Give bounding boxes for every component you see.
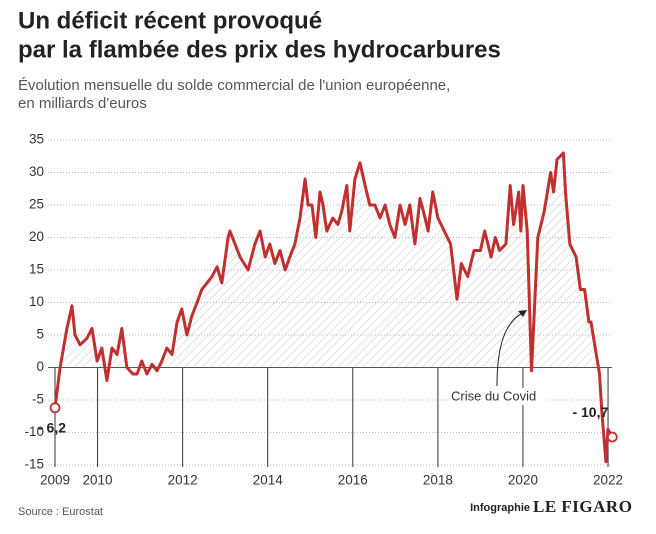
x-tick-label: 2020 [508,473,538,488]
x-tick-label: 2018 [423,473,453,488]
x-tick-label: 2022 [593,473,623,488]
line [53,151,614,464]
y-tick-label: -10 [24,424,44,439]
y-tick-label: -5 [32,392,44,407]
covid-arrowhead [518,310,527,317]
annotation: - 10,7 [572,404,608,420]
x-tick-label: 2010 [83,473,113,488]
y-tick-label: 5 [36,327,44,342]
subtitle: Évolution mensuelle du solde commercial … [18,77,450,94]
y-tick-label: -15 [24,457,44,472]
covid-arrow [496,311,525,387]
source: Source : Eurostat [18,506,103,518]
y-tick-label: 0 [36,359,44,374]
covid-label-bg [449,388,547,405]
x-tick-label: 2009 [40,473,70,488]
y-tick-label: 30 [29,164,44,179]
start-marker [49,402,61,414]
annotation: Crise du Covid [451,388,536,403]
y-tick-label: 10 [29,294,44,309]
x-tick-label: 2014 [253,473,284,488]
credit: Infographie [470,502,530,514]
y-tick-label: 15 [29,262,44,277]
chart-title: par la flambée des prix des hydrocarbure… [18,36,501,63]
brand: LE FIGARO [533,497,632,516]
x-tick-label: 2012 [168,473,198,488]
subtitle: en milliards d'euros [18,95,147,112]
area-hatch [55,153,613,368]
y-tick-label: 20 [29,229,44,244]
x-tick-label: 2016 [338,473,368,488]
chart-title: Un déficit récent provoqué [18,7,322,34]
end-marker [606,431,618,443]
y-tick-label: 35 [29,132,44,147]
y-tick-label: 25 [29,197,44,212]
annotation: - 6,2 [38,420,66,436]
